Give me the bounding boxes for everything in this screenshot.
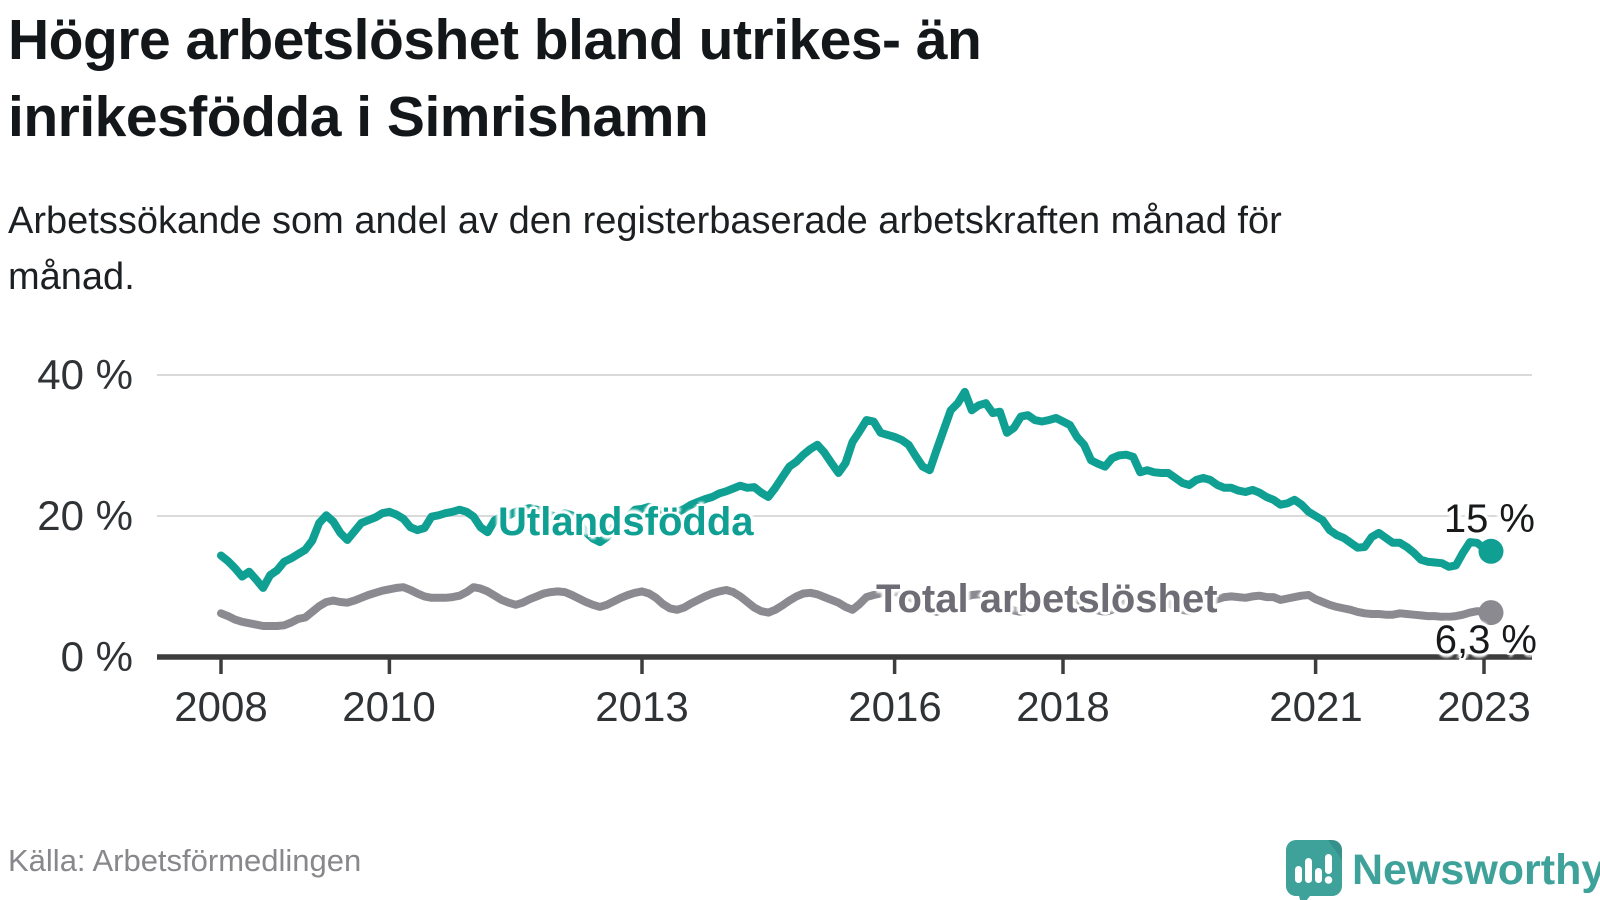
page-subtitle: Arbetssökande som andel av den registerb… <box>8 200 1282 298</box>
y-axis-tick-label-40: 40 % <box>37 351 133 398</box>
total-end-dot <box>1478 600 1504 626</box>
series-label-total-arbetsloshet: Total arbetslöshet <box>876 577 1218 621</box>
page-title: Högre arbetslöshet bland utrikes- än inr… <box>8 8 982 149</box>
brand-name: Newsworthy <box>1352 846 1600 894</box>
series-label-utlandsfodda: Utlandsfödda <box>498 500 754 544</box>
x-axis-tick-label-2016: 2016 <box>848 683 942 730</box>
newsworthy-logo-icon <box>1286 840 1342 900</box>
y-axis-tick-label-20: 20 % <box>37 492 133 539</box>
x-axis-tick-label-2010: 2010 <box>342 683 436 730</box>
utlandsfodda-end-dot <box>1478 538 1504 564</box>
total-line <box>217 583 1495 630</box>
x-axis-tick-label-2013: 2013 <box>595 683 689 730</box>
source-note: Källa: Arbetsförmedlingen <box>8 843 362 878</box>
x-axis-tick-label-2018: 2018 <box>1016 683 1110 730</box>
y-axis-tick-label-0: 0 % <box>60 633 133 680</box>
x-axis-tick-label-2023: 2023 <box>1437 683 1531 730</box>
end-value-label-utlandsfodda: 15 % <box>1443 497 1535 541</box>
end-value-label-total: 6,3 % <box>1434 618 1537 662</box>
x-axis-tick-label-2021: 2021 <box>1269 683 1363 730</box>
x-axis-tick-label-2008: 2008 <box>174 683 268 730</box>
utlandsfodda-line <box>217 387 1495 592</box>
